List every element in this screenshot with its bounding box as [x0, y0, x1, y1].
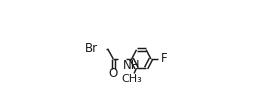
Text: CH₃: CH₃	[121, 74, 142, 84]
Text: NH: NH	[122, 59, 140, 72]
Text: F: F	[161, 52, 168, 65]
Text: Br: Br	[85, 42, 98, 55]
Text: O: O	[109, 67, 118, 80]
